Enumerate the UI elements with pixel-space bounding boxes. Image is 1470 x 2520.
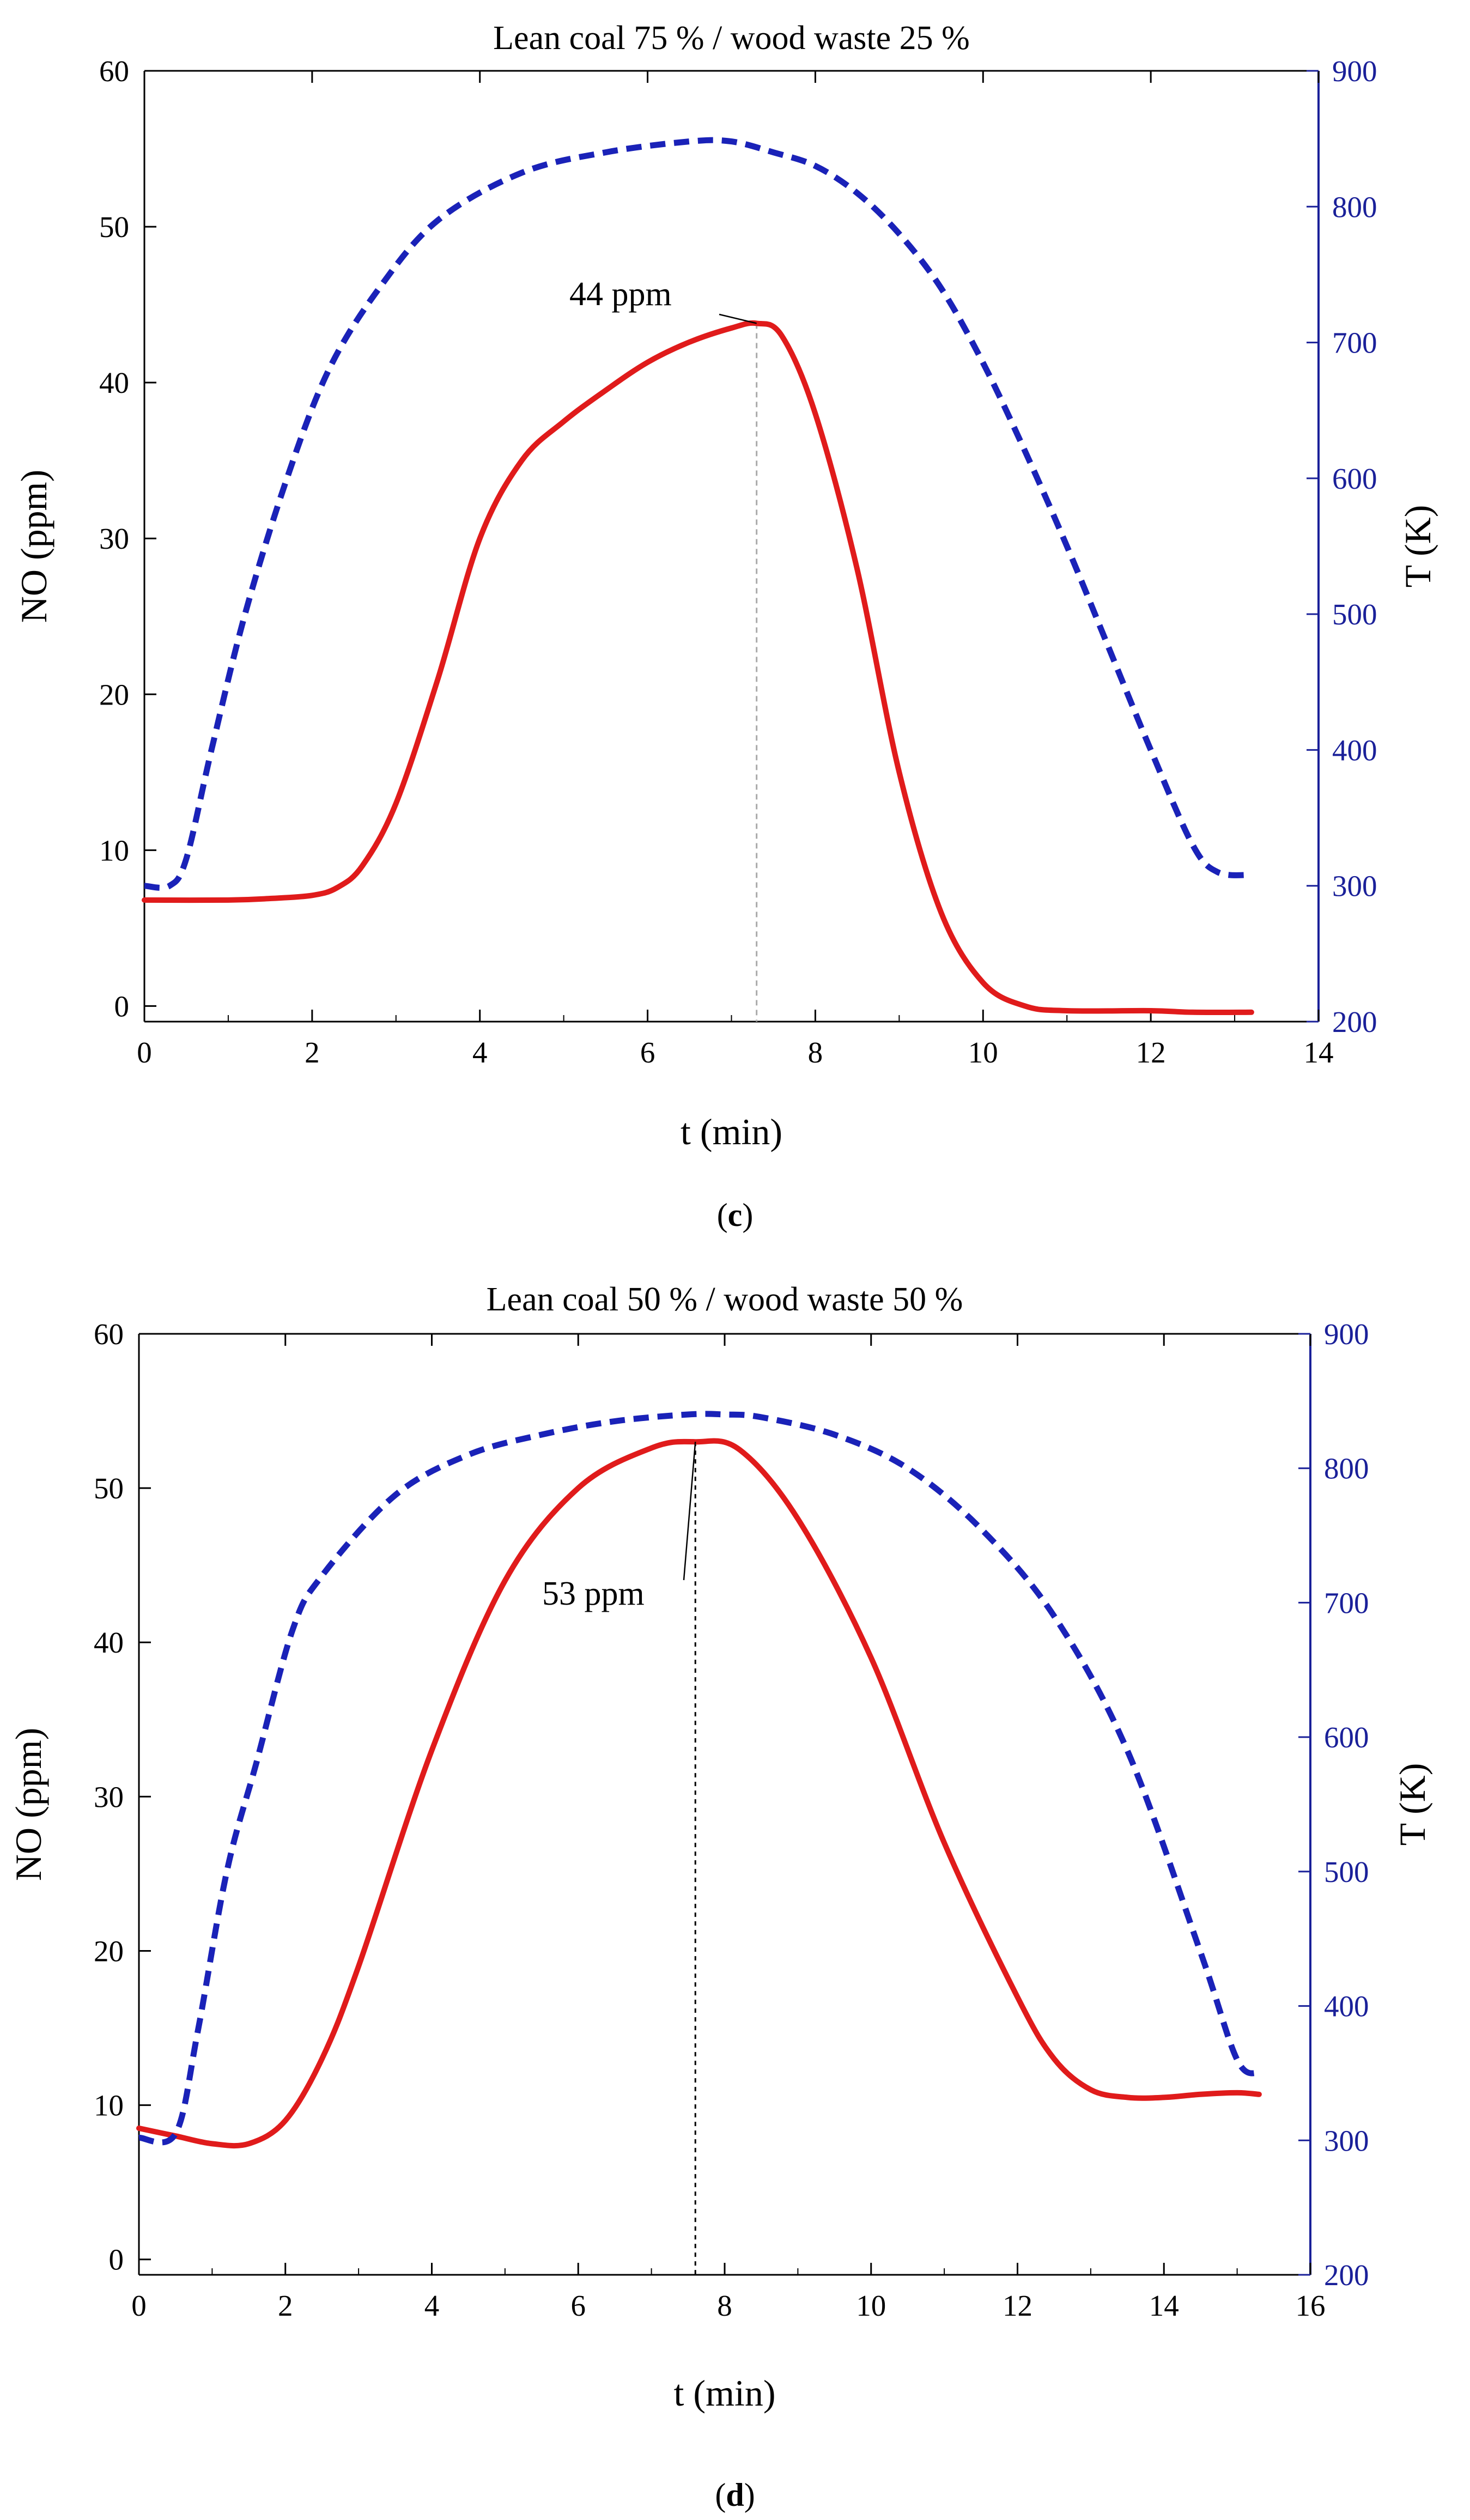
chart-c-x-tick-label: 10 [968, 1036, 998, 1069]
chart-d-annotation-leader [683, 1442, 696, 1581]
chart-d-y-tick-label: 40 [94, 1626, 124, 1659]
chart-d-y-tick-label: 20 [94, 1934, 124, 1968]
chart-d-y-tick-label: 30 [94, 1780, 124, 1813]
chart-d-x-tick-label: 16 [1296, 2289, 1326, 2322]
chart-c-y2-tick-label: 500 [1332, 598, 1377, 631]
panel-caption-d: (d) [715, 2477, 755, 2513]
chart-d-y-tick-label: 60 [94, 1317, 124, 1351]
chart-c-y2-tick-label: 300 [1332, 870, 1377, 903]
chart-c-x-tick-label: 4 [472, 1036, 488, 1069]
chart-c-x-tick-label: 6 [640, 1036, 655, 1069]
chart-c-y2-tick-label: 200 [1332, 1005, 1377, 1039]
chart-d-x-tick-label: 4 [424, 2289, 440, 2322]
chart-c-y-tick-label: 30 [99, 522, 129, 555]
chart-d-y2-tick-label: 600 [1324, 1721, 1369, 1754]
chart-d-x-tick-label: 10 [856, 2289, 886, 2322]
chart-c-x-axis-label: t (min) [681, 1111, 782, 1152]
chart-d-x-tick-label: 2 [278, 2289, 293, 2322]
chart-c-y-tick-label: 10 [99, 834, 129, 867]
chart-c-title: Lean coal 75 % / wood waste 25 % [493, 20, 970, 57]
chart-c-annotation-leader [719, 313, 757, 324]
chart-d-x-tick-label: 6 [571, 2289, 586, 2322]
chart-d-y2-axis-label: T (K) [1392, 1763, 1433, 1846]
chart-c-y-tick-label: 40 [99, 366, 129, 399]
chart-d-title: Lean coal 50 % / wood waste 50 % [487, 1281, 963, 1318]
chart-c-y-tick-label: 50 [99, 210, 129, 244]
chart-d-y2-tick-label: 900 [1324, 1317, 1369, 1351]
chart-c-y-tick-label: 60 [99, 54, 129, 88]
panel-label-c: c [727, 1197, 743, 1233]
chart-c-series-no-line [142, 320, 1254, 1016]
chart-d-y2-tick-label: 500 [1324, 1855, 1369, 1889]
chart-d-y2-tick-label: 800 [1324, 1452, 1369, 1485]
chart-d-y-tick-label: 0 [109, 2243, 124, 2276]
chart-c-y-axis-label: NO (ppm) [13, 470, 54, 623]
chart-c-y2-tick-label: 700 [1332, 326, 1377, 360]
chart-c-x-tick-label: 0 [137, 1036, 152, 1069]
chart-d-series-no-line [136, 1438, 1262, 2149]
chart-d-y-tick-label: 10 [94, 2089, 124, 2122]
chart-c-x-tick-label: 14 [1304, 1036, 1334, 1069]
chart-d-series-t-line [138, 1411, 1261, 2146]
chart-d-y2-tick-label: 700 [1324, 1586, 1369, 1619]
chart-c-x-tick-label: 8 [808, 1036, 823, 1069]
chart-d-y-tick-label: 50 [94, 1472, 124, 1505]
chart-c-y2-axis-label: T (K) [1397, 505, 1438, 588]
chart-d-x-axis-label: t (min) [674, 2372, 776, 2414]
chart-c-x-tick-label: 2 [305, 1036, 320, 1069]
chart-c-y2-tick-label: 800 [1332, 190, 1377, 223]
panel-caption-c: (c) [716, 1197, 754, 1233]
chart-d-x-tick-label: 14 [1149, 2289, 1179, 2322]
chart-d-y2-tick-label: 200 [1324, 2258, 1369, 2292]
chart-c-y2-tick-label: 600 [1332, 462, 1377, 495]
chart-d-y2-tick-label: 300 [1324, 2124, 1369, 2157]
chart-c-y-tick-label: 0 [114, 989, 130, 1023]
chart-c-annotation-label: 44 ppm [569, 276, 672, 313]
chart-c-series-t-line [144, 137, 1252, 891]
chart-c-y-tick-label: 20 [99, 678, 129, 711]
chart-d-y2-tick-label: 400 [1324, 1990, 1369, 2023]
chart-d-x-tick-label: 12 [1003, 2289, 1032, 2322]
panel-label-d: d [726, 2477, 744, 2513]
chart-d-x-tick-label: 0 [131, 2289, 147, 2322]
chart-d-annotation-label: 53 ppm [542, 1575, 645, 1612]
chart-c-y2-tick-label: 400 [1332, 733, 1377, 767]
chart-c-y2-tick-label: 900 [1332, 54, 1377, 88]
chart-d-y-axis-label: NO (ppm) [8, 1728, 49, 1881]
chart-d-x-tick-label: 8 [717, 2289, 732, 2322]
chart-c-x-tick-label: 12 [1136, 1036, 1166, 1069]
